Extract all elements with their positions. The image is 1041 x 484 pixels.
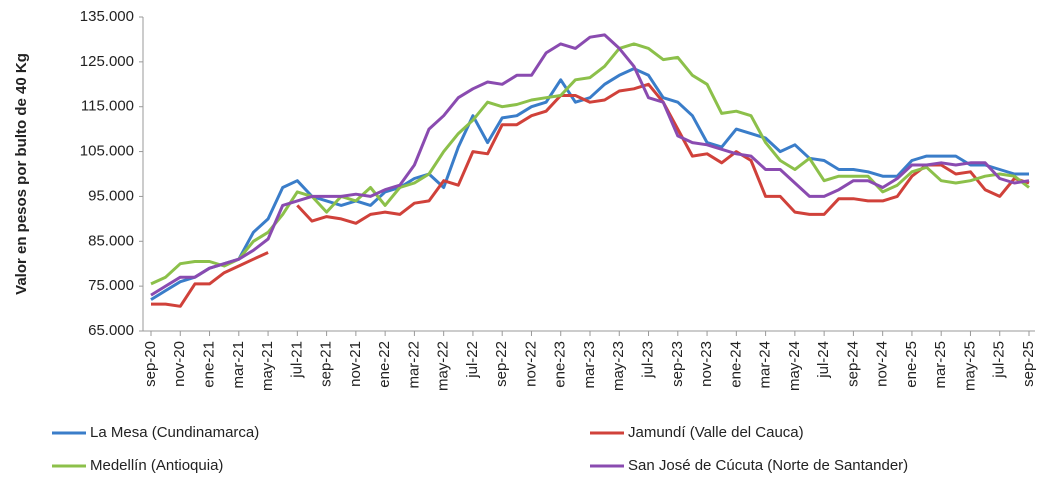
x-tick-label: nov-21 [347, 341, 364, 387]
y-tick-label: 65.000 [88, 322, 134, 339]
x-tick-label: sep-20 [142, 341, 159, 387]
x-tick-label: jul-25 [991, 341, 1008, 379]
x-tick-label: ene-25 [903, 341, 920, 388]
x-tick-label: nov-20 [171, 341, 188, 387]
x-tick-label: sep-22 [493, 341, 510, 387]
series-line [151, 82, 1030, 308]
y-tick-label: 125.000 [80, 53, 134, 70]
x-tick-label: jul-24 [815, 341, 832, 379]
legend-label: Medellín (Antioquia) [90, 457, 223, 474]
series-line [150, 67, 1029, 301]
x-tick-label: mar-22 [405, 341, 422, 389]
x-tick-label: may-24 [786, 341, 803, 391]
y-tick-label: 85.000 [88, 232, 134, 249]
x-tick-label: may-25 [961, 341, 978, 391]
x-tick-label: mar-25 [932, 341, 949, 389]
x-tick-label: mar-23 [581, 341, 598, 389]
x-tick-label: sep-23 [669, 341, 686, 387]
x-tick-label: jul-23 [640, 341, 657, 379]
y-axis-label: Valor en pesos por bulto de 40 Kg [13, 53, 30, 295]
legend-label: San José de Cúcuta (Norte de Santander) [628, 457, 908, 474]
x-tick-label: sep-24 [844, 341, 861, 387]
x-tick-label: sep-21 [318, 341, 335, 387]
legend-label: La Mesa (Cundinamarca) [90, 424, 259, 441]
x-tick-label: mar-24 [757, 341, 774, 389]
x-tick-label: mar-21 [230, 341, 247, 389]
y-tick-label: 105.000 [80, 143, 134, 160]
x-tick-label: may-22 [435, 341, 452, 391]
x-tick-label: ene-23 [552, 341, 569, 388]
series-line [150, 33, 1030, 297]
series-line [150, 42, 1030, 286]
x-tick-label: sep-25 [1020, 341, 1037, 387]
legend-label: Jamundí (Valle del Cauca) [628, 424, 804, 441]
y-tick-label: 95.000 [88, 187, 134, 204]
x-tick-label: ene-22 [376, 341, 393, 388]
x-tick-label: ene-21 [201, 341, 218, 388]
y-tick-label: 75.000 [88, 277, 134, 294]
x-tick-label: nov-24 [874, 341, 891, 387]
x-tick-label: may-21 [259, 341, 276, 391]
y-tick-label: 115.000 [81, 98, 134, 115]
x-tick-label: jul-22 [464, 341, 481, 379]
x-tick-label: may-23 [610, 341, 627, 391]
y-tick-label: 135.000 [80, 8, 134, 25]
x-tick-label: ene-24 [727, 341, 744, 388]
x-tick-label: jul-21 [288, 341, 305, 379]
x-tick-label: nov-22 [522, 341, 539, 387]
x-tick-label: nov-23 [698, 341, 715, 387]
